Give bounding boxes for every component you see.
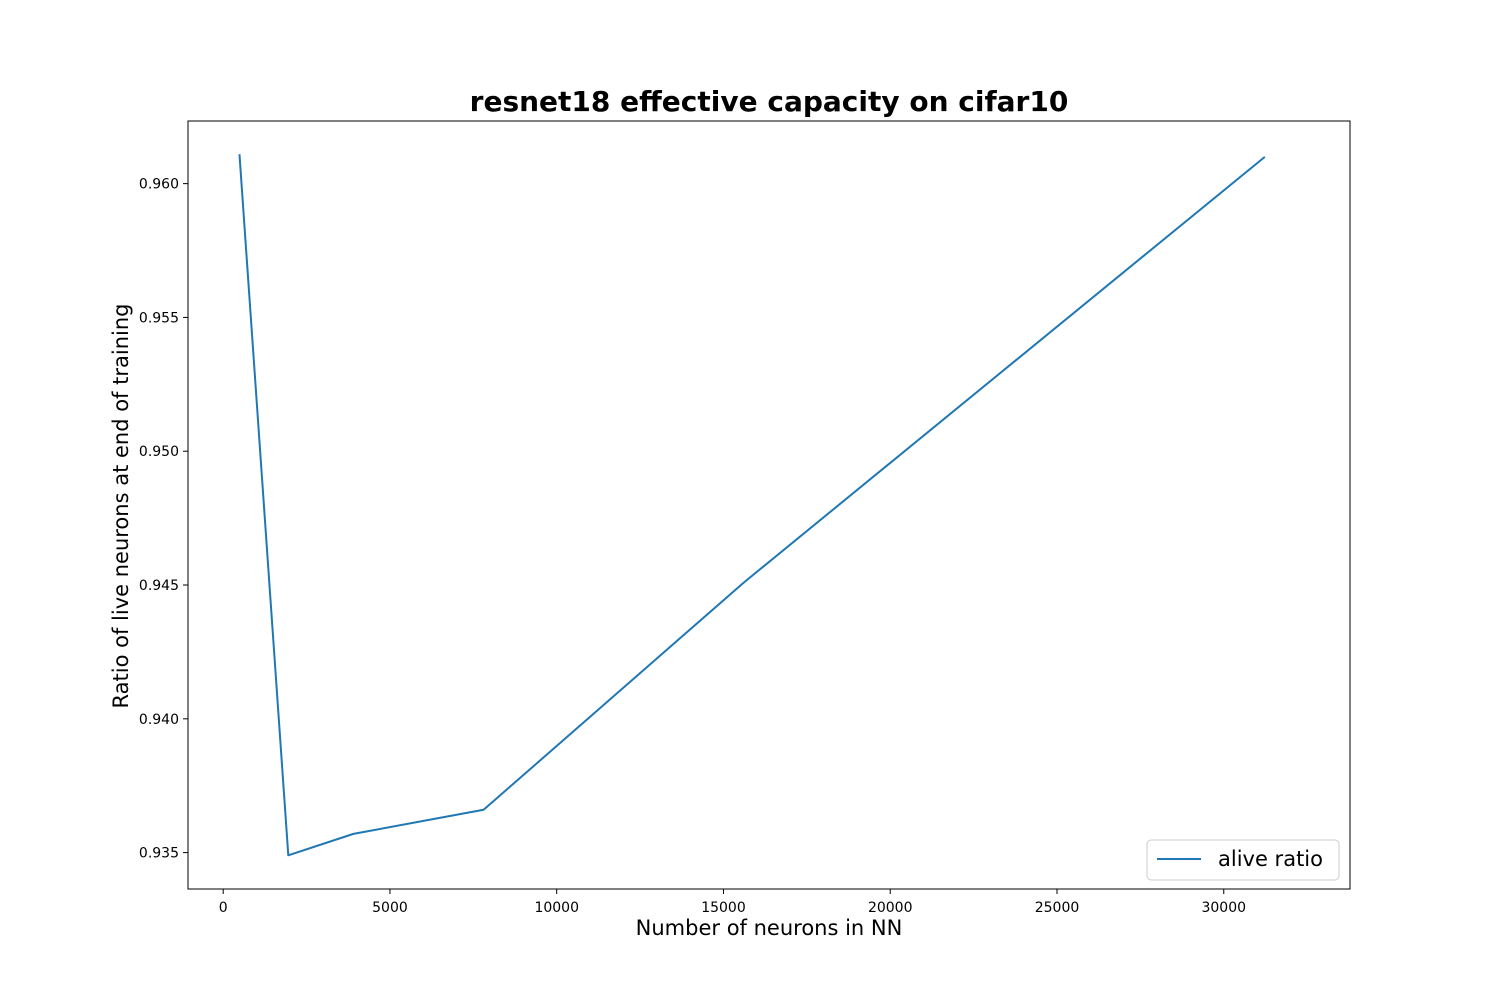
plot-area: 0 5000 10000 15000 20000 25000 30000 0.935 0.940… bbox=[139, 120, 1351, 916]
y-tick-label: 0.960 bbox=[139, 177, 179, 193]
x-tick-label: 20000 bbox=[868, 900, 913, 916]
y-tick-label: 0.940 bbox=[139, 712, 179, 728]
plot-frame bbox=[187, 120, 1351, 890]
x-tick-label: 15000 bbox=[701, 900, 746, 916]
y-tick-label: 0.935 bbox=[139, 846, 179, 862]
y-axis-label: Ratio of live neurons at end of training bbox=[109, 304, 133, 709]
y-tick-label: 0.945 bbox=[139, 578, 179, 594]
chart-title: resnet18 effective capacity on cifar10 bbox=[470, 85, 1069, 118]
x-tick-label: 5000 bbox=[372, 900, 408, 916]
x-tick-label: 25000 bbox=[1035, 900, 1080, 916]
y-tick-label: 0.950 bbox=[139, 444, 179, 460]
series-line-alive-ratio bbox=[238, 154, 1266, 857]
x-tick-label: 30000 bbox=[1201, 900, 1246, 916]
legend-label: alive ratio bbox=[1218, 847, 1323, 871]
x-tick-label: 10000 bbox=[534, 900, 579, 916]
legend: alive ratio bbox=[1146, 839, 1340, 881]
y-tick-label: 0.955 bbox=[139, 310, 179, 326]
x-axis-label: Number of neurons in NN bbox=[636, 916, 903, 940]
legend-box bbox=[1146, 839, 1340, 881]
x-tick-label: 0 bbox=[219, 900, 228, 916]
